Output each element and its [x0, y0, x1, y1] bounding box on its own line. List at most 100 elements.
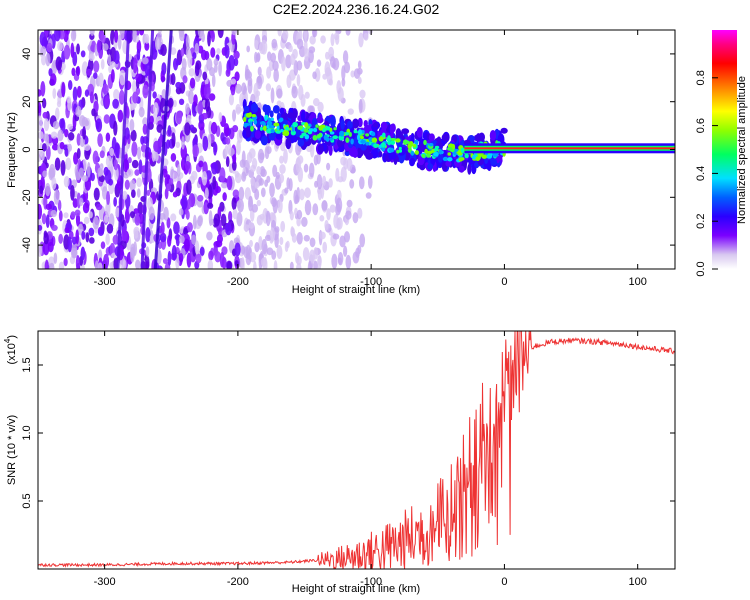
- spectrogram-noise-blob: [175, 86, 182, 95]
- spectrogram-signal-band: [250, 102, 259, 113]
- spectrogram-noise-blob: [166, 183, 172, 192]
- spectrogram-noise-blob: [251, 203, 259, 213]
- spectrogram-noise-blob: [246, 45, 250, 53]
- spectrogram-noise-blob: [58, 233, 64, 244]
- spectrogram-noise-blob: [181, 195, 188, 210]
- spectrogram-signal-band: [245, 128, 252, 138]
- spectrogram-noise-blob: [212, 175, 217, 190]
- spectrogram-noise-blob: [173, 57, 179, 71]
- spectrogram-noise-blob: [301, 216, 308, 228]
- spectrogram-noise-blob: [194, 240, 200, 255]
- spectrogram-signal-core: [353, 129, 358, 134]
- spectrogram-noise-blob: [132, 57, 138, 74]
- spectrogram-signal-core: [381, 146, 386, 152]
- spectrogram-noise-blob: [127, 157, 132, 164]
- spectrogram-noise-blob: [168, 178, 174, 185]
- spectrogram-noise-blob: [88, 211, 93, 219]
- spectrogram-noise-blob: [160, 43, 167, 56]
- spectrogram-noise-blob: [40, 81, 46, 97]
- spectrogram-noise-blob: [289, 210, 294, 221]
- spectrogram-noise-blob: [57, 129, 64, 142]
- spectrogram-noise-blob: [54, 30, 61, 42]
- spectrogram-noise-blob: [38, 115, 43, 132]
- spectrogram-noise-blob: [271, 38, 278, 49]
- spectrogram-noise-blob: [349, 179, 355, 189]
- spectrogram-noise-blob: [83, 143, 91, 151]
- spectrogram-noise-blob: [75, 105, 82, 117]
- spectrogram-signal-core: [390, 140, 396, 146]
- spectrogram-noise-blob: [260, 187, 266, 198]
- spectrogram-noise-blob: [53, 252, 58, 264]
- spectrogram-noise-blob: [51, 224, 58, 232]
- spectrogram-noise-blob: [225, 137, 231, 145]
- spectrogram-noise-blob: [172, 170, 178, 182]
- spectrogram-signal-band: [287, 112, 294, 119]
- spectrogram-noise-blob: [197, 101, 204, 116]
- spectrogram-noise-blob: [142, 117, 149, 126]
- spectrogram-noise-blob: [89, 30, 95, 36]
- spectrogram-noise-blob: [307, 260, 312, 269]
- spectrogram-signal-core: [290, 130, 296, 136]
- spectrogram-signal-band: [500, 127, 508, 134]
- spectrogram-noise-blob: [207, 202, 214, 209]
- spectrogram-noise-blob: [213, 213, 221, 227]
- spectrogram-noise-blob: [43, 118, 50, 132]
- spectrogram-noise-blob: [147, 167, 152, 183]
- spectrogram-noise-blob: [259, 213, 265, 220]
- spectrogram-noise-blob: [64, 128, 69, 138]
- spectrogram-noise-blob: [192, 144, 199, 158]
- spectrogram-noise-blob: [273, 68, 279, 83]
- spectrogram-noise-blob: [196, 199, 204, 208]
- spectrogram-x-tick-label: 100: [629, 276, 647, 288]
- spectrogram-noise-blob: [312, 71, 317, 80]
- spectrogram-noise-blob: [67, 80, 73, 91]
- spectrogram-noise-blob: [85, 120, 90, 127]
- spectrogram-noise-blob: [132, 91, 139, 104]
- spectrogram-noise-blob: [100, 32, 106, 44]
- spectrogram-noise-blob: [113, 120, 118, 136]
- spectrogram-noise-blob: [241, 150, 246, 166]
- spectrogram-signal-band: [378, 150, 383, 158]
- spectrogram-signal-core: [402, 139, 409, 145]
- spectrogram-heatmap: [38, 30, 675, 269]
- spectrogram-signal-core: [425, 153, 432, 158]
- spectrogram-signal-band: [419, 143, 425, 152]
- spectrogram-noise-blob: [261, 238, 268, 255]
- spectrogram-noise-blob: [218, 112, 223, 123]
- spectrogram-noise-blob: [247, 195, 254, 212]
- spectrogram-noise-blob: [129, 118, 135, 132]
- spectrogram-noise-blob: [280, 141, 286, 152]
- spectrogram-noise-blob: [46, 42, 53, 53]
- spectrogram-noise-blob: [106, 223, 114, 234]
- spectrogram-signal-core: [424, 148, 428, 154]
- spectrogram-noise-blob: [262, 256, 268, 269]
- spectrogram-noise-blob: [103, 253, 110, 269]
- spectrogram-signal-core: [249, 121, 253, 127]
- spectrogram-noise-blob: [42, 97, 47, 109]
- spectrogram-signal-core: [365, 141, 370, 146]
- spectrogram-noise-blob: [291, 85, 298, 99]
- spectrogram-noise-blob: [114, 30, 119, 43]
- colorbar-tick-label: 0.0: [695, 261, 707, 276]
- spectrogram-signal-band: [285, 137, 292, 150]
- spectrogram-noise-blob: [304, 91, 310, 99]
- spectrogram-noise-blob: [228, 93, 234, 106]
- spectrogram-signal-core: [278, 118, 283, 123]
- spectrogram-noise-blob: [257, 148, 265, 164]
- spectrogram-noise-blob: [126, 168, 134, 177]
- spectrogram-signal-core: [421, 153, 426, 158]
- spectrogram-signal-core: [442, 156, 449, 162]
- spectrogram-noise-blob: [97, 133, 103, 148]
- spectrogram-noise-blob: [207, 30, 211, 47]
- spectrogram-noise-blob: [184, 160, 191, 171]
- spectrogram-noise-blob: [38, 90, 42, 97]
- snr-multiplier-exponent: 4: [3, 338, 12, 343]
- spectrogram-noise-blob: [109, 61, 116, 68]
- spectrogram-noise-blob: [329, 204, 336, 213]
- spectrogram-noise-blob: [346, 199, 353, 208]
- colorbar-tick-label: 0.8: [695, 70, 707, 85]
- spectrogram-signal-core: [460, 147, 465, 153]
- spectrogram-noise-blob: [167, 125, 172, 136]
- spectrogram-noise-blob: [217, 30, 224, 39]
- spectrogram-noise-blob: [79, 197, 84, 207]
